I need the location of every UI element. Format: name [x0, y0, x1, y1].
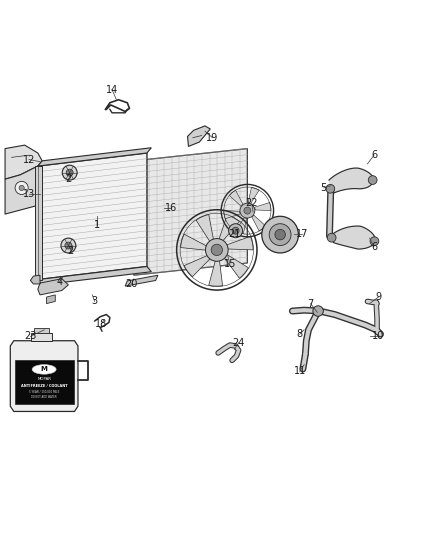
Text: 6: 6 — [371, 242, 377, 252]
Text: 19: 19 — [206, 133, 219, 143]
Circle shape — [61, 238, 76, 253]
Polygon shape — [196, 215, 213, 241]
Circle shape — [62, 165, 77, 180]
Text: 2: 2 — [67, 246, 74, 256]
Text: 8: 8 — [297, 329, 303, 339]
Text: 12: 12 — [23, 155, 35, 165]
Text: 4: 4 — [57, 277, 63, 287]
Polygon shape — [254, 203, 271, 211]
Polygon shape — [224, 254, 248, 278]
Text: 15: 15 — [224, 260, 236, 269]
Ellipse shape — [32, 365, 56, 374]
Circle shape — [368, 176, 377, 184]
Text: 18: 18 — [95, 319, 107, 329]
Polygon shape — [38, 148, 151, 166]
Text: DO NOT ADD WATER: DO NOT ADD WATER — [32, 395, 57, 399]
Text: 21: 21 — [228, 229, 240, 239]
Circle shape — [205, 239, 228, 261]
Circle shape — [370, 237, 379, 246]
Circle shape — [65, 242, 72, 249]
Circle shape — [240, 203, 255, 218]
Polygon shape — [209, 261, 223, 286]
Polygon shape — [11, 341, 78, 411]
Polygon shape — [230, 190, 243, 206]
Polygon shape — [46, 295, 55, 304]
Circle shape — [229, 224, 243, 238]
Polygon shape — [125, 275, 158, 286]
Polygon shape — [184, 255, 210, 277]
Polygon shape — [236, 218, 247, 234]
Circle shape — [19, 185, 24, 190]
Polygon shape — [248, 188, 259, 204]
Text: 16: 16 — [165, 203, 177, 213]
Polygon shape — [30, 275, 40, 284]
Text: 7: 7 — [307, 298, 314, 309]
Polygon shape — [180, 234, 207, 250]
Circle shape — [326, 184, 335, 193]
Circle shape — [244, 207, 251, 214]
Text: 11: 11 — [293, 366, 306, 376]
Circle shape — [275, 229, 286, 240]
Text: 20: 20 — [126, 279, 138, 289]
Circle shape — [269, 224, 291, 246]
Bar — [35, 166, 42, 280]
Text: 13: 13 — [23, 189, 35, 199]
Text: M: M — [41, 366, 48, 373]
Circle shape — [15, 181, 28, 195]
Circle shape — [327, 233, 336, 242]
Text: 5 YEAR / 150,000 MILE: 5 YEAR / 150,000 MILE — [29, 390, 59, 394]
Polygon shape — [38, 279, 68, 295]
Circle shape — [211, 244, 223, 256]
Polygon shape — [224, 211, 240, 219]
Text: MOPAR: MOPAR — [37, 377, 51, 382]
Polygon shape — [219, 215, 240, 241]
Polygon shape — [329, 168, 374, 193]
Polygon shape — [252, 215, 265, 231]
Circle shape — [313, 306, 323, 316]
Text: 9: 9 — [375, 292, 381, 302]
Polygon shape — [38, 153, 147, 280]
Text: 3: 3 — [92, 296, 98, 306]
Polygon shape — [187, 126, 210, 147]
Polygon shape — [5, 145, 42, 179]
Text: 1: 1 — [94, 220, 100, 230]
Bar — [31, 333, 52, 341]
Circle shape — [232, 227, 239, 234]
Circle shape — [262, 216, 298, 253]
Polygon shape — [134, 149, 247, 275]
Text: 22: 22 — [245, 198, 258, 208]
Text: 14: 14 — [106, 85, 118, 95]
Text: 6: 6 — [371, 150, 377, 160]
Text: 17: 17 — [296, 229, 308, 239]
Text: 10: 10 — [372, 332, 385, 341]
Text: 24: 24 — [233, 338, 245, 348]
Polygon shape — [330, 226, 376, 249]
Polygon shape — [5, 166, 38, 214]
Bar — [14, 360, 74, 403]
Text: ANTIFREEZE / COOLANT: ANTIFREEZE / COOLANT — [21, 384, 67, 388]
Text: 5: 5 — [321, 183, 327, 193]
Polygon shape — [38, 266, 151, 285]
Text: 2: 2 — [65, 174, 71, 184]
Bar — [34, 328, 49, 333]
Polygon shape — [226, 236, 253, 250]
Circle shape — [66, 169, 73, 176]
Text: 23: 23 — [24, 332, 36, 341]
